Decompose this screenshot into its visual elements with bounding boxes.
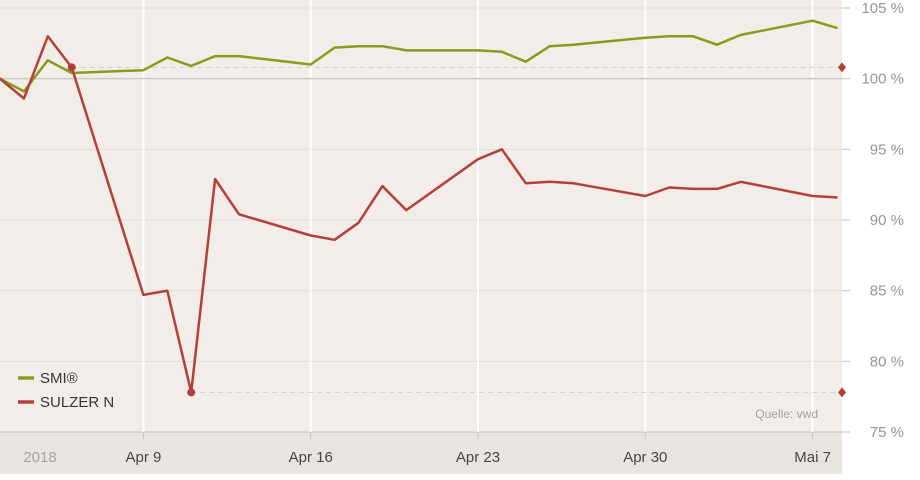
y-tick-label: 90 %: [870, 212, 904, 229]
plot-background: [0, 0, 842, 432]
high-edge-marker: [838, 62, 846, 73]
y-tick-label: 105 %: [861, 0, 904, 17]
y-tick-label: 100 %: [861, 71, 904, 88]
y-tick-label: 80 %: [870, 353, 904, 370]
y-tick-label: 95 %: [870, 141, 904, 158]
y-axis-ticks: 105 % 100 % 95 % 90 % 85 % 80 % 75 %: [842, 0, 904, 441]
x-axis-band: [0, 432, 842, 474]
x-tick-label: Apr 9: [125, 449, 161, 466]
y-tick-label: 85 %: [870, 283, 904, 300]
x-tick-label: Apr 30: [623, 449, 667, 466]
x-year-label: 2018: [23, 449, 56, 466]
vertical-gridlines: [142, 0, 814, 432]
reference-lines: [0, 66, 842, 393]
low-point-marker: [187, 388, 196, 397]
markers-layer: [67, 62, 846, 398]
horizontal-gridlines: [0, 7, 842, 362]
y-tick-label: 75 %: [870, 424, 904, 441]
source-label: Quelle: vwd: [755, 407, 818, 421]
series-line-smi: [0, 19, 838, 93]
high-point-marker: [67, 63, 76, 72]
x-axis-ticks: Apr 9 Apr 16 Apr 23 Apr 30 Mai 7: [125, 432, 831, 466]
legend: SMI® SULZER N: [18, 370, 114, 411]
x-tick-label: Apr 16: [289, 449, 333, 466]
x-tick-label: Mai 7: [794, 449, 831, 466]
series-line-sulzer: [0, 35, 838, 394]
low-edge-marker: [838, 387, 846, 398]
legend-label: SMI®: [40, 370, 78, 387]
legend-label: SULZER N: [40, 394, 114, 411]
series-layer: [0, 19, 838, 394]
x-tick-label: Apr 23: [456, 449, 500, 466]
